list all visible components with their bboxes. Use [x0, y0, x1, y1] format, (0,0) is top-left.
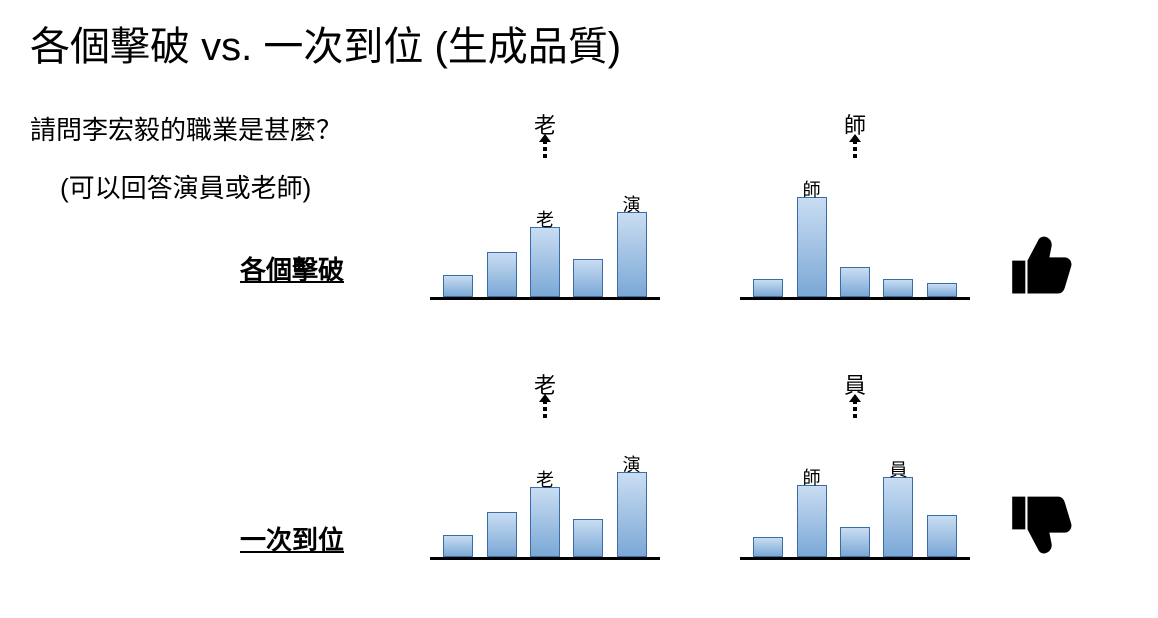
bar-label: 師	[797, 176, 827, 202]
page-title: 各個擊破 vs. 一次到位 (生成品質)	[30, 14, 621, 72]
bar	[840, 267, 870, 297]
bar	[573, 259, 603, 297]
row-label-autoregressive: 各個擊破	[240, 250, 344, 287]
arrow-up-icon	[847, 134, 863, 158]
bar	[753, 537, 783, 557]
arrow-up-icon	[847, 394, 863, 418]
bar	[443, 275, 473, 297]
bar: 員	[883, 477, 913, 557]
bar: 師	[797, 197, 827, 297]
bar-label: 老	[530, 206, 560, 232]
bars: 老演	[430, 437, 660, 557]
chart-nar-step1: 老 老演	[430, 420, 660, 560]
bar-label: 演	[617, 451, 647, 477]
x-axis	[740, 557, 970, 560]
hint-text: (可以回答演員或老師)	[60, 168, 311, 205]
bar-label: 師	[797, 464, 827, 490]
bar: 演	[617, 212, 647, 297]
bar: 師	[797, 485, 827, 557]
bar-label: 老	[530, 466, 560, 492]
bar	[927, 515, 957, 557]
chart-nar-step2: 員 師員	[740, 420, 970, 560]
thumbs-down-icon	[1010, 490, 1080, 560]
question-text: 請問李宏毅的職業是甚麼？	[30, 110, 342, 147]
bars: 老演	[430, 177, 660, 297]
x-axis	[430, 557, 660, 560]
bar: 老	[530, 227, 560, 297]
bar: 老	[530, 487, 560, 557]
arrow-up-icon	[537, 394, 553, 418]
x-axis	[740, 297, 970, 300]
bar	[573, 519, 603, 557]
bar	[883, 279, 913, 297]
thumbs-up-icon	[1010, 230, 1080, 300]
arrow-up-icon	[537, 134, 553, 158]
row-label-nonautoregressive: 一次到位	[240, 520, 344, 557]
chart-ar-step2: 師 師	[740, 160, 970, 300]
bar-label: 員	[883, 456, 913, 482]
slide: 各個擊破 vs. 一次到位 (生成品質) 請問李宏毅的職業是甚麼？ (可以回答演…	[0, 0, 1158, 618]
bar	[487, 252, 517, 297]
bar-label: 演	[617, 191, 647, 217]
bar	[840, 527, 870, 557]
bar	[927, 283, 957, 297]
chart-ar-step1: 老 老演	[430, 160, 660, 300]
bars: 師員	[740, 437, 970, 557]
bar: 演	[617, 472, 647, 557]
bar	[753, 279, 783, 297]
bars: 師	[740, 177, 970, 297]
bar	[443, 535, 473, 557]
x-axis	[430, 297, 660, 300]
bar	[487, 512, 517, 557]
